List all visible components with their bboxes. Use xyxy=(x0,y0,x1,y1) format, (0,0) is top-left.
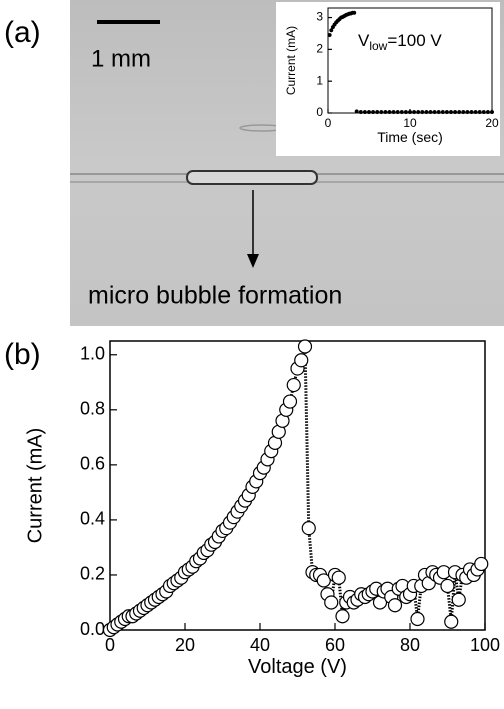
data-point xyxy=(282,394,298,409)
data-point xyxy=(286,377,301,393)
data-point xyxy=(391,109,396,115)
data-point xyxy=(327,32,332,38)
data-point xyxy=(316,573,331,588)
data-point xyxy=(407,109,413,115)
data-point xyxy=(461,109,466,115)
data-point xyxy=(474,556,489,572)
arrow-head xyxy=(247,254,259,268)
data-point xyxy=(297,339,313,354)
chart: 0 10 20 0 1 2 3 Time (sec) Current (mA) Vlow=100 … xyxy=(284,7,499,145)
data-point xyxy=(465,109,470,115)
data-point xyxy=(448,109,454,115)
data-point xyxy=(469,109,474,115)
y-tick-label: 1 xyxy=(316,73,323,87)
data-point xyxy=(420,109,425,115)
annotation-part: low xyxy=(369,39,387,53)
data-point xyxy=(331,570,346,585)
plot-frame xyxy=(109,340,486,631)
y-tick-label: 3 xyxy=(316,10,323,24)
panel-label: (a) xyxy=(4,16,41,49)
data-point xyxy=(457,109,462,115)
x-tick-label: 0 xyxy=(325,116,332,130)
x-tick-label: 20 xyxy=(485,116,499,130)
x-tick-label: 10 xyxy=(403,116,417,130)
data-point xyxy=(432,109,437,115)
data-point xyxy=(362,109,367,115)
x-tick-label: 0 xyxy=(105,635,115,655)
annotation-part: =100 V xyxy=(387,31,442,50)
y-tick-label: 0.0 xyxy=(80,619,105,639)
data-point xyxy=(416,109,421,115)
data-point xyxy=(489,109,495,115)
y-tick-label: 0 xyxy=(316,105,323,119)
scale-label: 1 mm xyxy=(91,45,151,72)
data-point xyxy=(383,109,388,115)
data-point xyxy=(436,109,441,115)
data-point xyxy=(366,109,372,115)
data-point xyxy=(428,109,433,115)
data-point xyxy=(444,614,459,629)
x-tick-label: 60 xyxy=(325,635,345,655)
data-point xyxy=(375,109,380,115)
data-point xyxy=(387,109,392,115)
data-point xyxy=(324,595,339,610)
data-point xyxy=(354,109,359,114)
y-tick-label: 1.0 xyxy=(80,344,105,364)
data-point xyxy=(399,109,404,115)
data-point xyxy=(379,109,384,115)
inset-background xyxy=(276,2,500,156)
y-axis-label: Current (mA) xyxy=(284,26,298,95)
data-point xyxy=(440,109,445,115)
data-point xyxy=(481,109,486,115)
data-point xyxy=(412,109,417,115)
data-point xyxy=(477,109,482,115)
y-tick-label: 0.6 xyxy=(80,454,105,474)
x-tick-label: 20 xyxy=(175,635,195,655)
data-point xyxy=(451,592,466,607)
data-point xyxy=(485,109,490,115)
annotation: Vlow=100 V xyxy=(358,31,442,53)
data-point xyxy=(424,109,429,115)
annotation-part: V xyxy=(358,31,370,50)
data-point xyxy=(387,598,403,613)
data-point xyxy=(352,10,357,15)
panel-label: (b) xyxy=(4,338,41,371)
y-tick-label: 0.8 xyxy=(80,399,105,419)
data-point xyxy=(440,578,455,594)
data-point xyxy=(473,109,478,115)
x-tick-label: 100 xyxy=(470,635,500,655)
chart: 0 20 40 60 80 100 0.0 0.2 0.4 0.6 0.8 1.0 Voltage (V… xyxy=(4,338,500,678)
data-point xyxy=(453,109,458,115)
data-point xyxy=(410,611,425,627)
caption: micro bubble formation xyxy=(88,282,342,310)
data-point xyxy=(395,109,400,115)
y-tick-label: 2 xyxy=(316,42,323,56)
x-tick-label: 80 xyxy=(400,635,420,655)
x-axis-label: Time (sec) xyxy=(377,129,443,145)
photo: 1 mm micro bubble formation xyxy=(70,0,504,326)
y-tick-label: 0.4 xyxy=(80,509,105,529)
x-tick-label: 40 xyxy=(250,635,270,655)
x-axis-label: Voltage (V) xyxy=(248,656,347,678)
data-point xyxy=(329,28,334,33)
data-point xyxy=(358,109,363,115)
y-axis-label: Current (mA) xyxy=(24,428,46,544)
micro-bubble xyxy=(186,170,318,185)
data-point xyxy=(301,521,316,536)
data-point xyxy=(444,109,449,115)
data-point xyxy=(335,609,350,624)
data-point xyxy=(294,353,309,368)
y-tick-label: 0.2 xyxy=(80,564,105,584)
data-point xyxy=(403,109,408,115)
data-line xyxy=(109,346,483,632)
data-point xyxy=(371,109,376,115)
